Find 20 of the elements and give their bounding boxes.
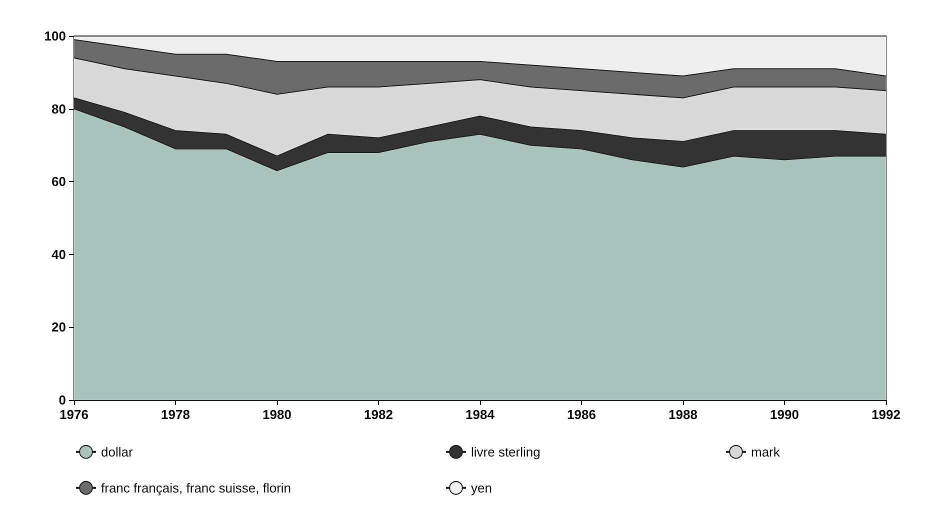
- y-tick-label: 100: [44, 28, 66, 44]
- y-tick-label: 40: [52, 246, 66, 262]
- y-tick-label: 80: [52, 101, 66, 116]
- y-tick-label: 20: [52, 320, 66, 335]
- x-tick-label: 1988: [668, 407, 698, 422]
- legend-label: franc français, franc suisse, florin: [101, 480, 292, 496]
- x-tick-label: 1980: [262, 407, 292, 422]
- legend-label: yen: [471, 480, 492, 496]
- y-tick-label: 60: [52, 174, 66, 190]
- x-tick-label: 1976: [60, 407, 88, 422]
- x-tick-label: 1982: [364, 407, 393, 422]
- x-tick-label: 1986: [567, 407, 596, 422]
- legend-label: mark: [751, 444, 780, 460]
- x-tick-label: 1984: [466, 407, 496, 422]
- legend-label: livre sterling: [471, 444, 540, 460]
- y-tick-label: 0: [58, 392, 66, 408]
- legend-label: dollar: [101, 444, 134, 460]
- x-tick-label: 1990: [770, 407, 799, 422]
- x-tick-label: 1978: [161, 407, 190, 422]
- x-tick-label: 1992: [872, 407, 900, 422]
